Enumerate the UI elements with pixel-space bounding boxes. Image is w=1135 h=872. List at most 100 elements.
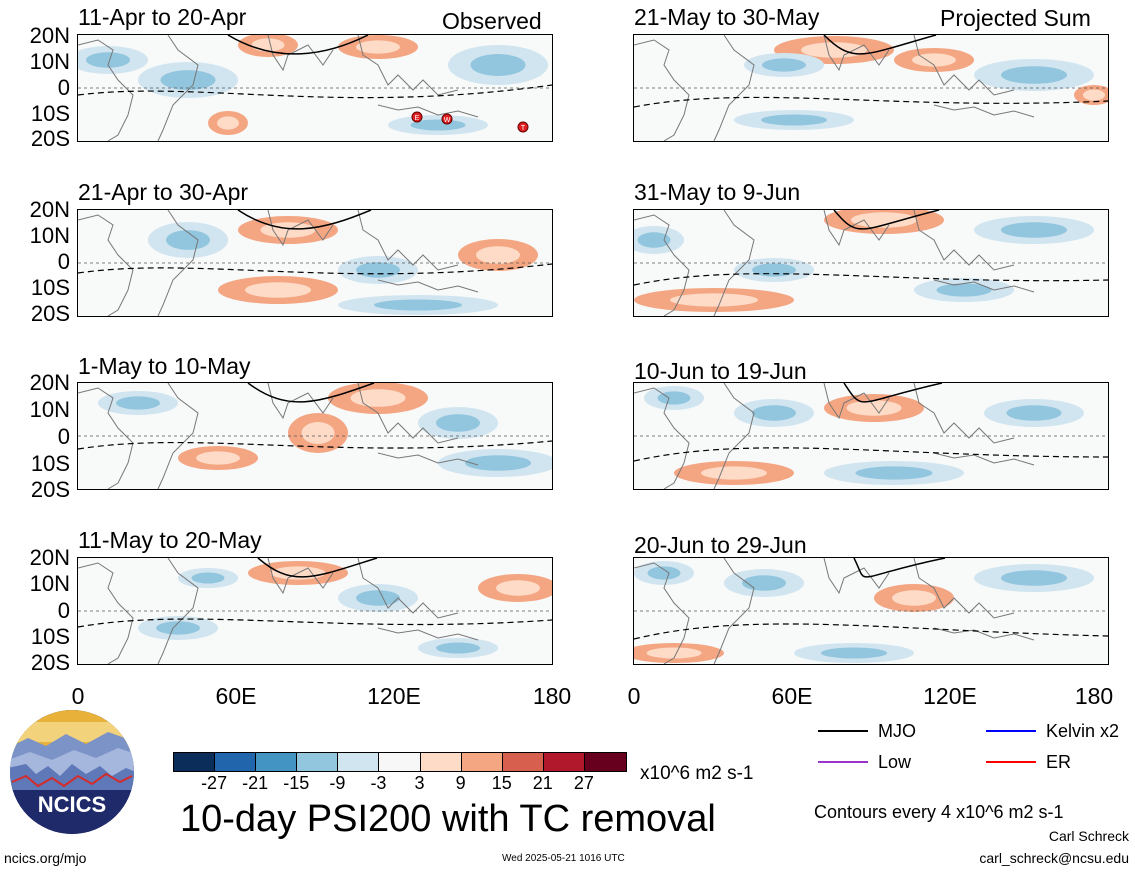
coastline xyxy=(713,558,755,664)
ncics-logo-graphic: NCICS xyxy=(10,710,134,834)
colorbar-swatch xyxy=(338,753,380,771)
negative-anomaly-core xyxy=(761,114,827,126)
negative-anomaly-core xyxy=(86,52,130,68)
colorbar-swatch xyxy=(461,753,503,771)
panel-title-2: 21-Apr to 30-Apr xyxy=(78,179,249,205)
coastline xyxy=(157,210,199,316)
lat-label: 10S xyxy=(30,275,70,300)
coastline xyxy=(78,562,134,664)
legend-label-mjo: MJO xyxy=(878,721,916,741)
positive-anomaly-core xyxy=(801,42,867,58)
lat-label: 0 xyxy=(57,424,70,449)
map-panel-2 xyxy=(77,209,553,317)
colorbar-tick-label: 15 xyxy=(491,773,512,793)
positive-anomaly-core xyxy=(701,466,767,480)
negative-anomaly-core xyxy=(470,54,526,76)
coastline xyxy=(913,383,1015,444)
colorbar-swatch xyxy=(379,753,421,771)
negative-anomaly-core xyxy=(657,391,691,405)
legend-line-er xyxy=(986,761,1036,763)
anomaly-map xyxy=(78,558,552,664)
positive-anomaly-core xyxy=(912,53,956,67)
positive-anomaly-core xyxy=(217,116,239,130)
lat-label: 20S xyxy=(30,126,70,151)
tc-marker: W xyxy=(441,113,453,125)
lon-label: 0 xyxy=(71,683,85,709)
coastline xyxy=(933,452,1035,466)
coastline xyxy=(933,104,1035,118)
coastline xyxy=(157,383,199,489)
map-panel-5 xyxy=(633,34,1109,142)
negative-anomaly-core xyxy=(356,262,400,278)
coastline xyxy=(634,387,690,489)
negative-anomaly-core xyxy=(752,405,796,421)
lat-label: 10N xyxy=(29,571,70,596)
colorbar-swatch xyxy=(543,753,585,771)
source-url: ncics.org/mjo xyxy=(4,850,87,866)
colorbar-swatch xyxy=(174,753,216,771)
positive-anomaly-core xyxy=(496,580,540,596)
map-panel-8 xyxy=(633,557,1109,665)
colorbar-swatch xyxy=(215,753,257,771)
coastline xyxy=(634,562,690,664)
positive-anomaly-core xyxy=(356,40,400,54)
mjo-contour xyxy=(843,383,943,403)
tc-marker-label: W xyxy=(444,117,451,124)
coastline xyxy=(823,558,890,595)
mjo-contour xyxy=(833,210,940,230)
lat-label: 20N xyxy=(29,545,70,570)
lat-label: 20S xyxy=(30,301,70,326)
positive-anomaly-core xyxy=(476,246,520,264)
coastline xyxy=(823,210,890,247)
negative-anomaly-core xyxy=(356,590,400,606)
panel-title-4: 11-May to 20-May xyxy=(78,527,262,553)
coastline xyxy=(634,39,690,141)
negative-anomaly-core xyxy=(465,455,531,471)
mjo-contour-negative xyxy=(634,273,1108,286)
mjo-contour xyxy=(247,383,375,403)
lat-label: 20S xyxy=(30,650,70,675)
mjo-contour-negative xyxy=(78,618,552,628)
mjo-contour xyxy=(823,35,937,55)
anomaly-map xyxy=(78,383,552,489)
mjo-contour xyxy=(257,558,378,578)
legend-line-kelvin xyxy=(986,730,1036,732)
coastline xyxy=(913,210,1015,271)
contour-note: Contours every 4 x10^6 m2 s-1 xyxy=(814,802,1064,822)
lat-label: 20N xyxy=(29,370,70,395)
colorbar-tick-label: 3 xyxy=(414,773,425,793)
coastline xyxy=(377,627,479,641)
coastline xyxy=(913,35,1015,96)
lat-label: 10S xyxy=(30,101,70,126)
colorbar-swatch xyxy=(256,753,298,771)
coastline xyxy=(357,210,459,271)
colorbar-tick-label: 27 xyxy=(573,773,594,793)
lat-label: 20N xyxy=(29,23,70,48)
anomaly-map xyxy=(634,210,1108,316)
coastline xyxy=(357,383,459,444)
colorbar-tick-label: -15 xyxy=(283,773,310,793)
colorbar-tick-label: -27 xyxy=(201,773,228,793)
legend-line-mjo xyxy=(818,730,868,732)
legend-label-low: Low xyxy=(878,752,912,772)
negative-anomaly-core xyxy=(116,396,160,410)
map-panel-4 xyxy=(77,557,553,665)
coastline xyxy=(157,558,199,664)
author-email: carl_schreck@ncsu.edu xyxy=(979,850,1129,866)
colorbar-swatch xyxy=(502,753,544,771)
mjo-contour-negative xyxy=(78,84,552,99)
mjo-contour-negative xyxy=(634,623,1108,640)
mjo-contour xyxy=(227,35,369,55)
positive-anomaly-core xyxy=(301,422,335,444)
colorbar-swatch xyxy=(420,753,462,771)
coastline xyxy=(78,387,134,489)
lat-label: 10N xyxy=(29,223,70,248)
negative-anomaly-core xyxy=(160,70,216,90)
author-name: Carl Schreck xyxy=(1048,828,1129,844)
main-title: 10-day PSI200 with TC removal xyxy=(180,798,716,840)
coastline xyxy=(634,214,690,316)
lon-label: 60E xyxy=(215,683,257,709)
coastline xyxy=(377,279,479,293)
anomaly-map xyxy=(78,210,552,316)
positive-anomaly-core xyxy=(646,647,702,659)
